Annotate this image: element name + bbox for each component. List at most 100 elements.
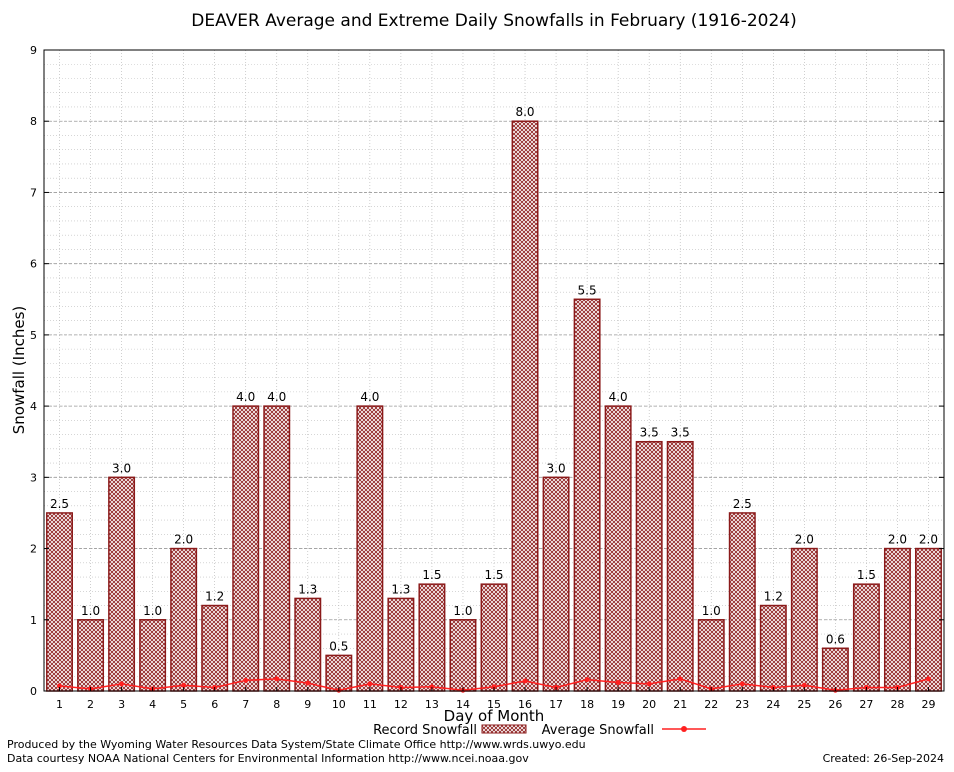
x-tick-label: 12 <box>394 698 408 711</box>
record-bar <box>263 405 291 692</box>
bar-value-label: 1.5 <box>484 568 503 582</box>
average-point <box>367 681 373 687</box>
bar-value-label: 1.3 <box>391 582 410 596</box>
record-bar <box>883 547 911 692</box>
bar-labels-layer: 2.5 1.0 3.0 1.0 2.0 1.2 4.0 4.0 1.3 0.5 4.0 1.3 1.5 1… <box>50 105 938 653</box>
bar-value-label: 3.5 <box>640 426 659 440</box>
bar-value-label: 4.0 <box>609 390 628 404</box>
legend-average-label: Average Snowfall <box>542 723 654 738</box>
x-tick-label: 10 <box>332 698 346 711</box>
footer-data-courtesy: Data courtesy NOAA National Centers for … <box>7 752 529 765</box>
bar-value-label: 4.0 <box>267 390 286 404</box>
y-tick-label: 5 <box>30 329 37 342</box>
record-bar <box>46 512 73 692</box>
x-tick-label: 22 <box>704 698 718 711</box>
record-bar <box>232 405 260 692</box>
x-tick-label: 11 <box>363 698 377 711</box>
y-tick-label: 9 <box>30 44 37 57</box>
average-point <box>646 681 652 687</box>
x-tick-label: 1 <box>56 698 63 711</box>
average-point <box>57 683 63 689</box>
average-point <box>491 684 497 690</box>
footer-created: Created: 26-Sep-2024 <box>823 752 944 765</box>
bar-value-label: 2.0 <box>888 533 907 547</box>
legend-average-marker <box>681 726 687 732</box>
record-bar <box>77 619 105 692</box>
x-tick-label: 14 <box>456 698 470 711</box>
bar-value-label: 2.0 <box>919 533 938 547</box>
average-point <box>801 682 807 688</box>
record-bar <box>170 547 198 692</box>
x-tick-label: 19 <box>611 698 625 711</box>
bar-value-label: 3.0 <box>112 461 131 475</box>
bar-value-label: 1.5 <box>857 568 876 582</box>
record-bar <box>759 604 787 692</box>
record-bar <box>418 583 446 692</box>
x-tick-label: 20 <box>642 698 656 711</box>
x-axis-label: Day of Month <box>444 707 545 725</box>
x-tick-label: 29 <box>921 698 935 711</box>
x-tick-label: 25 <box>797 698 811 711</box>
record-bar <box>325 654 353 692</box>
y-tick-label: 4 <box>30 400 37 413</box>
average-point <box>243 677 249 683</box>
x-tick-label: 4 <box>149 698 156 711</box>
footer-produced-by: Produced by the Wyoming Water Resources … <box>7 738 586 751</box>
x-tick-label: 8 <box>273 698 280 711</box>
bar-value-label: 1.2 <box>205 590 224 604</box>
record-bar <box>790 547 818 692</box>
x-tick-label: 18 <box>580 698 594 711</box>
bar-value-label: 3.5 <box>671 426 690 440</box>
bar-value-label: 8.0 <box>515 105 534 119</box>
record-bar <box>666 440 694 692</box>
x-tick-label: 21 <box>673 698 687 711</box>
record-bar <box>294 597 322 692</box>
y-tick-label: 7 <box>30 186 37 199</box>
average-point <box>119 681 125 687</box>
bar-value-label: 5.5 <box>578 283 597 297</box>
bar-value-label: 1.3 <box>298 582 317 596</box>
bar-value-label: 0.5 <box>329 639 348 653</box>
x-tick-label: 3 <box>118 698 125 711</box>
average-point <box>522 678 528 684</box>
y-tick-label: 1 <box>30 614 37 627</box>
bar-value-label: 4.0 <box>360 390 379 404</box>
x-tick-label: 17 <box>549 698 563 711</box>
bar-value-label: 1.5 <box>422 568 441 582</box>
average-point <box>274 676 280 682</box>
y-tick-label: 2 <box>30 543 37 556</box>
record-bar <box>821 647 849 692</box>
bar-value-label: 1.0 <box>143 604 162 618</box>
y-tick-label: 8 <box>30 115 37 128</box>
legend: Record Snowfall Average Snowfall <box>373 723 706 738</box>
record-bar <box>573 298 601 692</box>
record-bar <box>139 619 167 692</box>
y-tick-label: 0 <box>30 685 37 698</box>
average-point <box>925 676 931 682</box>
average-point <box>429 684 435 690</box>
average-point <box>305 680 311 686</box>
x-tick-label: 24 <box>766 698 780 711</box>
y-tick-label: 3 <box>30 471 37 484</box>
x-tick-label: 6 <box>211 698 218 711</box>
record-bar <box>728 512 756 692</box>
x-tick-label: 26 <box>828 698 842 711</box>
record-bar <box>542 476 570 692</box>
x-tick-label: 9 <box>304 698 311 711</box>
bar-value-label: 1.0 <box>81 604 100 618</box>
average-point <box>677 676 683 682</box>
bars-layer <box>46 120 942 692</box>
y-tick-label: 6 <box>30 258 37 271</box>
average-point <box>615 679 621 685</box>
x-tick-label: 28 <box>890 698 904 711</box>
record-bar <box>604 405 632 692</box>
record-bar <box>201 604 229 692</box>
record-bar <box>635 440 663 692</box>
x-tick-label: 15 <box>487 698 501 711</box>
record-bar <box>356 405 384 692</box>
chart-title: DEAVER Average and Extreme Daily Snowfal… <box>191 11 796 31</box>
record-bar <box>852 583 880 692</box>
